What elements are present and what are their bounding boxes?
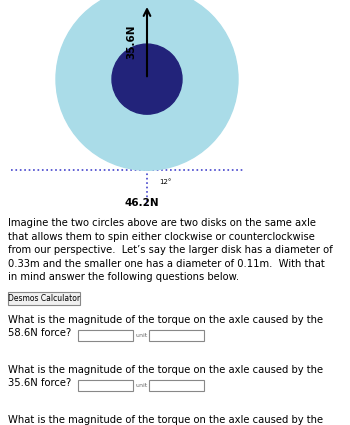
Text: 58.6N force?: 58.6N force? <box>8 328 71 338</box>
Text: Desmos Calculator: Desmos Calculator <box>8 294 80 303</box>
Text: in mind answer the following questions below.: in mind answer the following questions b… <box>8 272 239 282</box>
Text: 46.2N: 46.2N <box>125 198 159 207</box>
Text: What is the magnitude of the torque on the axle caused by the: What is the magnitude of the torque on t… <box>8 415 323 425</box>
Text: 35.6N force?: 35.6N force? <box>8 378 71 388</box>
Ellipse shape <box>112 44 182 114</box>
Text: Imagine the two circles above are two disks on the same axle: Imagine the two circles above are two di… <box>8 218 316 228</box>
Text: unit: unit <box>136 383 148 388</box>
FancyBboxPatch shape <box>149 380 204 391</box>
FancyBboxPatch shape <box>78 380 133 391</box>
FancyBboxPatch shape <box>149 330 204 341</box>
Text: unit: unit <box>136 333 148 338</box>
Text: 0.33m and the smaller one has a diameter of 0.11m.  With that: 0.33m and the smaller one has a diameter… <box>8 259 325 269</box>
Text: What is the magnitude of the torque on the axle caused by the: What is the magnitude of the torque on t… <box>8 315 323 325</box>
Text: from our perspective.  Let’s say the larger disk has a diameter of: from our perspective. Let’s say the larg… <box>8 245 333 255</box>
Ellipse shape <box>56 0 238 170</box>
Text: What is the magnitude of the torque on the axle caused by the: What is the magnitude of the torque on t… <box>8 365 323 375</box>
Text: 35.6N: 35.6N <box>126 24 136 59</box>
Text: 12°: 12° <box>159 178 172 184</box>
Text: that allows them to spin either clockwise or counterclockwise: that allows them to spin either clockwis… <box>8 232 315 242</box>
FancyBboxPatch shape <box>78 330 133 341</box>
FancyBboxPatch shape <box>8 292 80 305</box>
